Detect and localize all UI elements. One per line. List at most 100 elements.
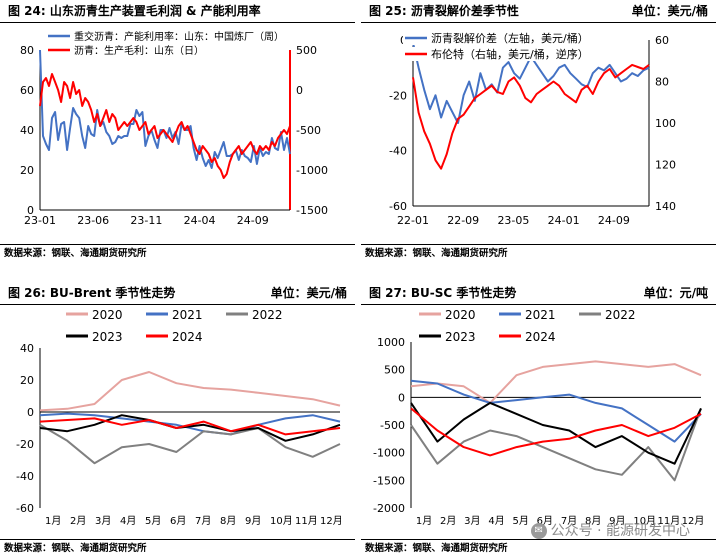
y-tick-label: 40 [20,124,34,137]
x-tick-label: 6月 [170,515,186,527]
x-tick-label: 11月 [658,515,681,527]
x-tick-label: 2月 [70,515,86,527]
chart-panel-26: 图 26: BU-Brent 季节性走势 单位：美元/桶 40 20 0 -20 -40 -… [0,282,355,557]
x-tick-label: 1月 [416,515,432,527]
series-line-0 [39,49,291,169]
legend-label: 2024 [525,330,556,344]
x-tick-label: 8月 [585,515,601,527]
y-tick-label: 60 [20,84,34,97]
legend-bg [403,31,596,45]
y2-tick-label: 0 [296,84,303,97]
series-line-0 [39,371,341,412]
legend-label: 布伦特（右轴，美元/桶，逆序） [431,47,589,61]
y-tick-label: -2000 [373,502,405,515]
y-tick-label: -60 [16,502,34,515]
y2-tick-label: 80 [655,76,669,89]
y-tick-label: -60 [389,200,407,213]
data-source-note: 数据来源：钢联、海通期货研究所 [361,244,716,262]
legend-label: 2020 [92,308,123,322]
y2-tick-label: 140 [655,200,676,213]
data-source-note: 数据来源：钢联、海通期货研究所 [361,539,716,557]
y-tick-label: -1000 [373,447,405,460]
y-tick-label: 0 [398,391,405,404]
chart-panel-27: 图 27: BU-SC 季节性走势 单位：元/吨 1000 500 0 -500 -100… [361,282,716,557]
panel-title: 图 25: 沥青裂解价差季节性 单位：美元/桶 [361,0,716,23]
y-tick-label: -40 [389,145,407,158]
y2-tick-label: -1500 [296,204,328,217]
y2-tick-label: -1000 [296,164,328,177]
panel-title: 图 27: BU-SC 季节性走势 单位：元/吨 [361,282,716,305]
x-tick-label: 24-09 [237,214,269,227]
data-source-note: 数据来源：钢联、海通期货研究所 [0,539,355,557]
chart-panel-24: 图 24: 山东沥青生产装置毛利润 & 产能利用率 0 20 40 60 80 500 0 -… [0,0,355,262]
y-tick-label: 0 [27,204,34,217]
y-tick-label: -20 [16,438,34,451]
series-line-2 [39,423,341,465]
x-tick-label: 2月 [440,515,456,527]
series-line-4 [410,407,702,457]
x-tick-label: 4月 [120,515,136,527]
x-tick-label: 12月 [320,515,343,527]
y-tick-label: 0 [27,406,34,419]
legend-label: 2022 [605,308,636,322]
legend-label: 2021 [172,308,203,322]
data-source-note: 数据来源：钢联、海通期货研究所 [0,244,355,262]
y-tick-label: -20 [389,89,407,102]
x-tick-label: 4月 [488,515,504,527]
legend-bg [403,47,596,61]
panel-title: 图 26: BU-Brent 季节性走势 单位：美元/桶 [0,282,355,305]
x-tick-label: 5月 [513,515,529,527]
series-line-1 [39,412,341,436]
x-tick-label: 5月 [145,515,161,527]
x-tick-label: 3月 [95,515,111,527]
series-line-3 [39,414,341,442]
legend-bg [46,29,284,43]
x-tick-label: 10月 [633,515,656,527]
series-line-2 [410,408,702,482]
chart-25: 0-20-40-60608010012014022-0122-0923-0524… [389,31,676,227]
x-tick-label: 8月 [220,515,236,527]
series-line-0 [410,360,702,404]
x-tick-label: 7月 [195,515,211,527]
x-tick-label: 7月 [561,515,577,527]
x-tick-label: 11月 [295,515,318,527]
x-tick-label: 9月 [245,515,261,527]
wechat-icon: ✉ [530,523,547,539]
series-line-3 [410,401,702,465]
y-tick-label: 80 [20,44,34,57]
y-tick-label: 20 [20,374,34,387]
watermark: ✉ 公众号 · 能源研发中心 [530,520,690,540]
y-tick-label: 40 [20,342,34,355]
legend-bg [46,43,204,57]
x-tick-label: 24-01 [548,214,580,227]
series-line-1 [39,73,291,179]
y-tick-label: 500 [384,364,405,377]
series-line-4 [39,417,341,436]
y-tick-label: -1500 [373,474,405,487]
legend-label: 2021 [525,308,556,322]
legend-label: 沥青裂解价差（左轴，美元/桶） [431,31,589,45]
chart-26: 40 20 0 -20 -40 -60 1月 2月 3月 4月 5月 6月 7月 8月 9月 10月 11月 12… [16,308,343,527]
legend-label: 沥青：生产毛利：山东（日） [74,44,204,57]
y2-tick-label: 500 [296,44,317,57]
y2-tick-label: -500 [296,124,321,137]
x-tick-label: 24-09 [598,214,630,227]
y-tick-label: 20 [20,164,34,177]
legend-label: 2020 [445,308,476,322]
x-tick-label: 9月 [609,515,625,527]
x-tick-label: 23-11 [130,214,162,227]
legend-label: 2023 [445,330,476,344]
series-line-1 [412,63,650,170]
y-tick-label: -40 [16,470,34,483]
chart-24: 0 20 40 60 80 500 0 -500 -1000 -1500 23-01 23-06 23-… [20,29,328,227]
x-tick-label: 23-06 [77,214,109,227]
legend-label: 2024 [172,330,203,344]
y2-tick-label: 120 [655,159,676,172]
x-tick-label: 23-05 [497,214,529,227]
y-tick-label: -500 [380,419,405,432]
x-tick-label: 22-01 [397,214,429,227]
panel-title: 图 24: 山东沥青生产装置毛利润 & 产能利用率 [0,0,355,23]
x-tick-label: 3月 [464,515,480,527]
